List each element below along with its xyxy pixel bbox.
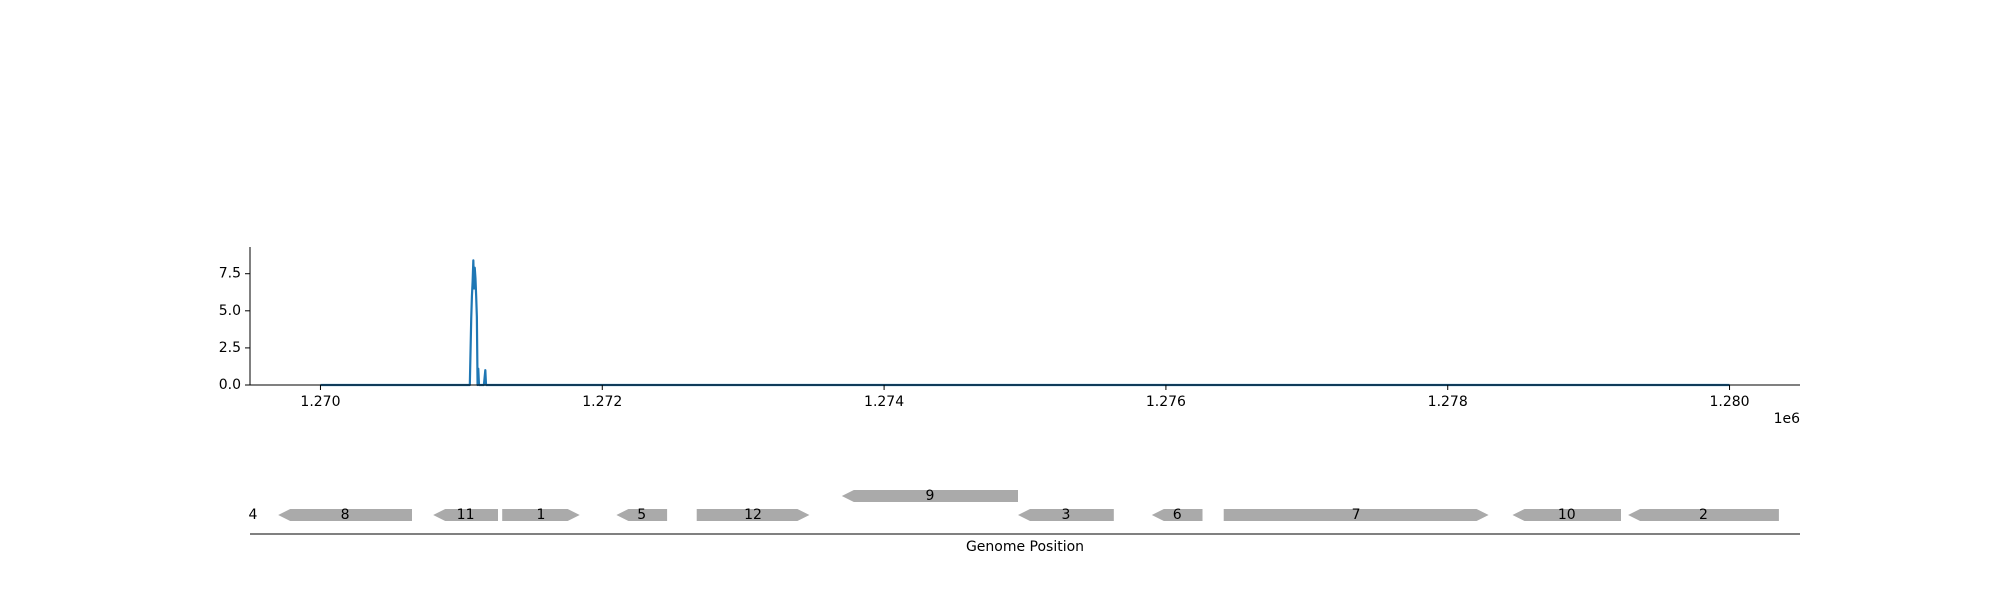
coverage-plot: 0.02.55.07.5 1.270 1.272 1.274 1.276 1.278 1.… [219,247,1800,427]
gene-label-7: 7 [1352,507,1361,523]
x-tick-label: 1.280 [1709,394,1749,410]
gene-arrow-12 [696,509,810,521]
y-tick-label: 0.0 [219,377,241,393]
gene-label-9: 9 [925,488,934,504]
x-tick-label: 1.276 [1146,394,1186,410]
gene-track-xlabel: Genome Position [966,539,1084,555]
gene-label-8: 8 [341,507,350,523]
x-tick-label: 1.270 [300,394,340,410]
gene-arrow-1 [502,509,580,521]
gene-arrow-7 [1223,509,1489,521]
gene-track-left-label: 4 [249,507,258,523]
gene-label-1: 1 [537,507,546,523]
gene-arrow-6 [1151,509,1203,521]
gene-label-2: 2 [1699,507,1708,523]
x-axis-offset-text: 1e6 [1774,411,1801,427]
x-tick-label: 1.272 [582,394,622,410]
x-tick-label: 1.274 [864,394,904,410]
gene-arrow-11 [433,509,498,521]
x-tick-label: 1.278 [1428,394,1468,410]
gene-arrow-10 [1512,509,1621,521]
y-tick-label: 7.5 [219,266,241,282]
y-tick-label: 2.5 [219,340,241,356]
gene-label-11: 11 [457,507,475,523]
gene-arrow-5 [616,509,668,521]
gene-arrow-3 [1018,509,1114,521]
y-tick-label: 5.0 [219,303,241,319]
gene-arrow-9 [841,490,1018,502]
gene-arrow-8 [278,509,412,521]
gene-label-5: 5 [637,507,646,523]
gene-label-12: 12 [744,507,762,523]
gene-label-10: 10 [1558,507,1576,523]
gene-arrow-2 [1628,509,1779,521]
x-axis-ticks: 1.270 1.272 1.274 1.276 1.278 1.280 [300,385,1750,410]
y-axis-ticks: 0.0 2.5 5.0 7.5 [219,266,250,393]
gene-label-3: 3 [1061,507,1070,523]
gene-label-6: 6 [1173,507,1182,523]
